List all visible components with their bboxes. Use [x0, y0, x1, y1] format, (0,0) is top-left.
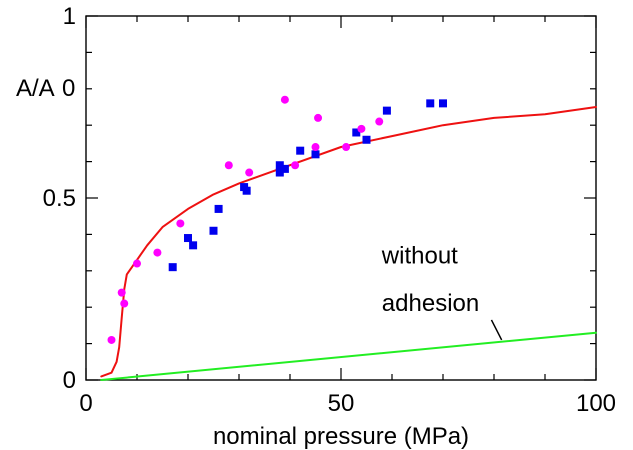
data-point-square: [209, 226, 218, 235]
data-point-square: [189, 241, 198, 250]
data-point-circle: [176, 219, 185, 228]
x-tick-label: 100: [576, 390, 616, 417]
data-point-square: [242, 186, 251, 195]
annotation-text: without: [381, 243, 458, 270]
data-point-square: [439, 99, 447, 108]
data-point-circle: [120, 299, 129, 308]
x-tick-label: 50: [328, 390, 355, 417]
annotation-text: adhesion: [382, 290, 479, 317]
annotations: without adhesion: [381, 243, 503, 341]
data-point-circle: [133, 259, 141, 268]
data-point-square: [382, 106, 391, 115]
data-point-circle: [291, 161, 300, 170]
x-tick-label: 0: [79, 390, 92, 417]
data-point-square: [214, 204, 223, 213]
y-tick-label: 0.5: [43, 185, 76, 212]
annotation-leader: [490, 319, 503, 341]
y-tick-label: 1: [63, 3, 76, 30]
data-point-circle: [117, 288, 126, 297]
data-point-square: [184, 234, 192, 243]
axis-ticks: [85, 15, 597, 381]
data-point-square: [275, 168, 284, 177]
data-point-square: [311, 150, 320, 159]
data-markers: [107, 95, 447, 344]
axis-tick-labels: 0 50 100 0 0.5 1: [43, 3, 616, 417]
data-point-square: [280, 164, 289, 173]
y-axis-label-subscript: 0: [62, 75, 75, 102]
x-axis-label: nominal pressure (MPa): [213, 423, 469, 450]
data-point-circle: [314, 113, 323, 122]
plot-frame: [85, 15, 597, 381]
y-axis-label-main: A/A: [16, 75, 55, 102]
data-point-square: [426, 99, 435, 108]
data-point-circle: [245, 168, 254, 177]
data-point-square: [296, 146, 305, 155]
data-point-circle: [280, 95, 289, 104]
data-point-circle: [224, 161, 233, 170]
data-point-square: [168, 263, 177, 272]
data-point-square: [362, 135, 371, 144]
data-point-circle: [342, 143, 351, 152]
data-point-circle: [375, 117, 384, 126]
data-point-circle: [153, 248, 162, 257]
no-adhesion-line: [100, 331, 597, 381]
data-point-circle: [357, 124, 366, 133]
adhesion-curve: [100, 106, 597, 378]
y-axis-label: A/A: [16, 75, 55, 102]
data-point-square: [275, 161, 284, 170]
data-point-square: [352, 128, 361, 137]
data-point-circle: [107, 335, 116, 344]
curves: [100, 106, 597, 381]
y-tick-label: 0: [63, 367, 76, 394]
data-point-circle: [311, 143, 320, 152]
